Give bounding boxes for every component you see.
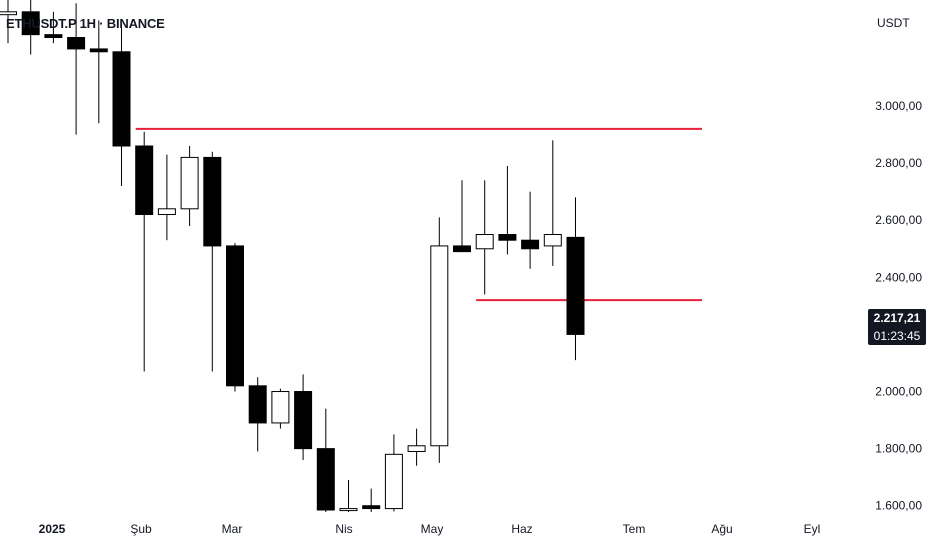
- candle[interactable]: [566, 197, 585, 361]
- candle-body: [248, 385, 267, 424]
- candle-body: [566, 236, 585, 335]
- price-tick-label: 3.000,00: [875, 99, 922, 113]
- time-tick-label: Ağu: [711, 522, 732, 536]
- candle[interactable]: [0, 0, 17, 44]
- candle[interactable]: [498, 165, 517, 255]
- candle-body: [135, 145, 154, 216]
- candle-body: [498, 234, 517, 241]
- candle[interactable]: [248, 377, 267, 452]
- time-tick-label: Mar: [222, 522, 243, 536]
- candle-body: [430, 245, 449, 447]
- price-tick-label: 2.600,00: [875, 213, 922, 227]
- candle-body: [362, 505, 381, 510]
- price-tick-label: 1.800,00: [875, 442, 922, 456]
- candle-body: [407, 445, 426, 452]
- candle-body: [521, 239, 540, 250]
- time-tick-label: Haz: [511, 522, 532, 536]
- candle[interactable]: [475, 180, 494, 295]
- time-tick-label: Tem: [623, 522, 646, 536]
- candle-body: [475, 234, 494, 250]
- candle[interactable]: [294, 374, 313, 461]
- time-tick-label: Nis: [335, 522, 352, 536]
- candles: [0, 0, 585, 512]
- candle-body: [157, 208, 176, 216]
- candle[interactable]: [21, 0, 40, 55]
- currency-label[interactable]: USDT: [877, 16, 910, 30]
- candle[interactable]: [316, 408, 335, 512]
- time-axis: 2025 Şub Mar Nis May Haz Tem Ağu Eyl: [39, 522, 821, 536]
- price-axis: 3.000,00 2.800,00 2.600,00 2.400,00 2.000,00…: [875, 99, 922, 513]
- candle-body: [294, 391, 313, 450]
- candle[interactable]: [362, 488, 381, 512]
- candle[interactable]: [89, 20, 108, 124]
- horizontal-levels: [135, 127, 702, 302]
- candle-body: [112, 51, 131, 147]
- candle[interactable]: [44, 11, 63, 44]
- symbol-title[interactable]: ETHUSDT.P 1H · BINANCE: [6, 16, 165, 31]
- candle[interactable]: [543, 140, 562, 266]
- candle-body: [271, 391, 290, 424]
- candle[interactable]: [521, 191, 540, 269]
- candle[interactable]: [430, 217, 449, 463]
- candle-body: [21, 11, 40, 36]
- price-tick-label: 2.800,00: [875, 156, 922, 170]
- current-price-label: 2.217,21: [868, 309, 926, 327]
- candle[interactable]: [271, 388, 290, 429]
- candle[interactable]: [67, 3, 86, 135]
- candle[interactable]: [203, 151, 222, 372]
- price-tick-label: 1.600,00: [875, 499, 922, 513]
- candle-body: [316, 448, 335, 511]
- candle-body: [67, 37, 86, 50]
- candle[interactable]: [339, 480, 358, 512]
- time-tick-label: 2025: [39, 522, 66, 536]
- countdown-label: 01:23:45: [868, 327, 926, 345]
- candle[interactable]: [226, 243, 244, 392]
- price-tick-label: 2.000,00: [875, 385, 922, 399]
- candle-body: [89, 48, 108, 53]
- candle[interactable]: [135, 131, 154, 372]
- candle-body: [203, 156, 222, 247]
- candle[interactable]: [180, 145, 199, 226]
- time-tick-label: May: [421, 522, 444, 536]
- time-tick-label: Şub: [130, 522, 152, 536]
- candle[interactable]: [384, 434, 403, 512]
- candle[interactable]: [157, 154, 176, 241]
- candle-body: [543, 234, 562, 247]
- candle[interactable]: [112, 23, 131, 186]
- candle-body: [453, 245, 471, 253]
- candle-body: [226, 245, 244, 387]
- candle[interactable]: [407, 428, 426, 466]
- candle-body: [0, 11, 17, 16]
- time-tick-label: Eyl: [804, 522, 821, 536]
- candle-body: [44, 34, 63, 39]
- candle-body: [180, 156, 199, 210]
- candle-body: [339, 508, 358, 512]
- candle[interactable]: [453, 180, 471, 253]
- candle-body: [384, 453, 403, 510]
- price-tick-label: 2.400,00: [875, 270, 922, 284]
